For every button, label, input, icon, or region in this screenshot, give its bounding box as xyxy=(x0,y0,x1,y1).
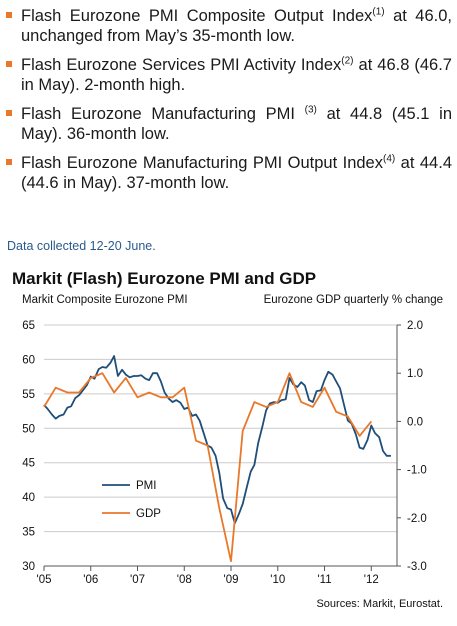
data-collected-note: Data collected 12-20 June. xyxy=(7,239,156,253)
gdp-series-line xyxy=(43,372,373,563)
left-tick-label: 60 xyxy=(22,354,35,366)
bullet-text: Flash Eurozone PMI Composite Output Inde… xyxy=(21,7,373,25)
left-axis-label: Markit Composite Eurozone PMI xyxy=(22,294,188,306)
legend-label: PMI xyxy=(136,480,156,492)
x-tick-label: '12 xyxy=(364,574,379,586)
bullet-item: Flash Eurozone Services PMI Activity Ind… xyxy=(6,55,452,95)
left-tick-label: 50 xyxy=(22,423,35,435)
bullet-item: Flash Eurozone Manufacturing PMI Output … xyxy=(6,153,452,193)
bullet-text: Flash Eurozone Manufacturing PMI xyxy=(21,105,305,123)
bullet-list: Flash Eurozone PMI Composite Output Inde… xyxy=(6,6,452,202)
right-tick-label: 2.0 xyxy=(407,320,423,332)
right-axis-label: Eurozone GDP quarterly % change xyxy=(263,294,443,306)
bullet-tail: at 44.4 (44.6 in May). 37-month low. xyxy=(21,154,452,192)
left-tick-label: 35 xyxy=(22,527,35,539)
x-tick-label: '11 xyxy=(317,574,331,586)
bullet-text: Flash Eurozone Services PMI Activity Ind… xyxy=(21,56,342,74)
x-tick-label: '07 xyxy=(130,574,145,586)
footnote-marker: (2) xyxy=(341,55,354,67)
pmi-gdp-chart: 30 35 40 45 50 55 60 65 -3.0 -2.0 -1.0 0.0 1.0 2.0 '05… xyxy=(22,320,427,586)
bullet-tail: at 46.0, unchanged from May’s 35-month l… xyxy=(21,7,452,45)
footnote-marker: (3) xyxy=(304,104,317,116)
x-tick-label: '05 xyxy=(37,574,52,586)
x-tick-label: '08 xyxy=(177,574,192,586)
bullet-tail: at 46.8 (46.7 in May). 2-month high. xyxy=(21,56,452,94)
right-tick-label: 0.0 xyxy=(407,416,423,428)
left-tick-label: 30 xyxy=(22,561,35,573)
right-tick-label: -3.0 xyxy=(407,561,427,573)
left-tick-label: 40 xyxy=(22,492,35,504)
x-tick-label: '09 xyxy=(224,574,239,586)
left-tick-label: 65 xyxy=(22,320,35,332)
footnote-marker: (4) xyxy=(383,153,396,165)
x-tick-label: '10 xyxy=(270,574,285,586)
bullet-item: Flash Eurozone PMI Composite Output Inde… xyxy=(6,6,452,46)
footnote-marker: (1) xyxy=(372,6,385,18)
bullet-square-icon xyxy=(6,110,12,116)
x-tick-label: '06 xyxy=(83,574,98,586)
bullet-text: Flash Eurozone Manufacturing PMI Output … xyxy=(21,154,383,172)
bullet-square-icon xyxy=(6,12,12,18)
pmi-series-line xyxy=(43,355,391,525)
bullet-square-icon xyxy=(6,61,12,67)
right-tick-label: 1.0 xyxy=(407,368,423,380)
bullet-tail: at 44.8 (45.1 in May). 36-month low. xyxy=(21,105,452,143)
bullet-item: Flash Eurozone Manufacturing PMI (3) at … xyxy=(6,104,452,144)
right-tick-label: -1.0 xyxy=(407,465,427,477)
bullet-square-icon xyxy=(6,159,12,165)
left-tick-label: 55 xyxy=(22,389,35,401)
chart-title: Markit (Flash) Eurozone PMI and GDP xyxy=(12,269,317,288)
sources-note: Sources: Markit, Eurostat. xyxy=(316,598,443,610)
legend-label: GDP xyxy=(136,508,161,520)
right-tick-label: -2.0 xyxy=(407,513,427,525)
left-tick-label: 45 xyxy=(22,458,35,470)
